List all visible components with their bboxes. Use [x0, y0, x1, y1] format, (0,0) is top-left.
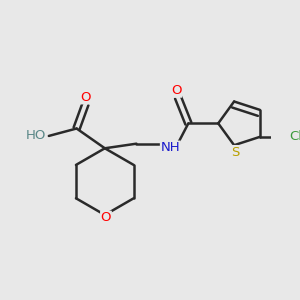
Text: S: S [231, 146, 239, 159]
Text: Cl: Cl [289, 130, 300, 143]
Text: NH: NH [160, 141, 180, 154]
Text: O: O [101, 211, 111, 224]
Text: O: O [80, 91, 91, 104]
Text: O: O [171, 84, 181, 97]
Text: HO: HO [26, 129, 46, 142]
